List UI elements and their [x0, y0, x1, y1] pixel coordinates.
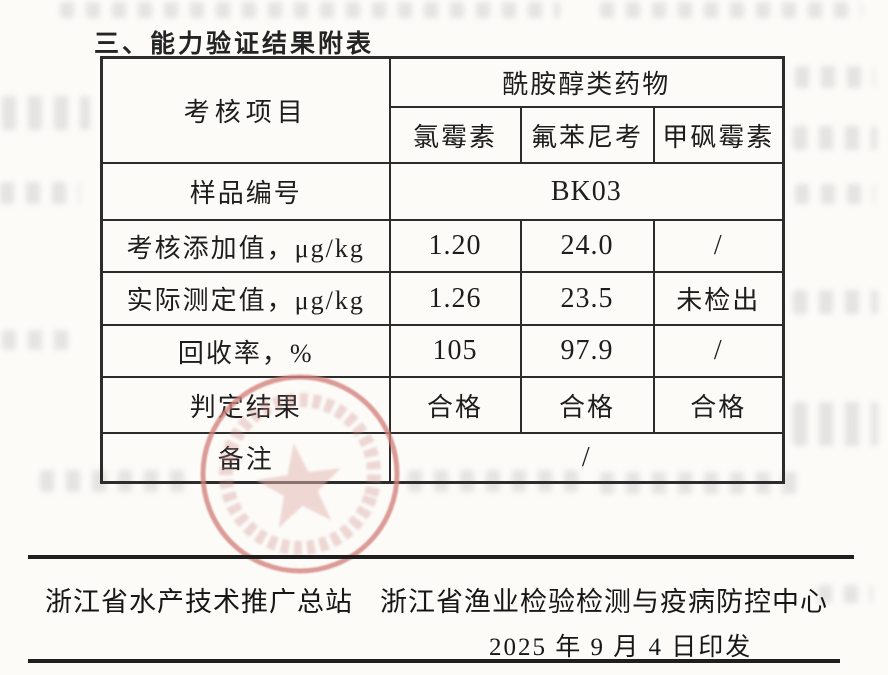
row-label-spiked-value: 考核添加值，μg/kg — [100, 219, 391, 273]
spiked-value-thiamphenicol: / — [652, 219, 785, 273]
measured-value-thiamphenicol: 未检出 — [652, 271, 785, 326]
bleed-through-smudge — [2, 330, 80, 350]
recovery-florfenicol: 97.9 — [519, 324, 655, 378]
bleed-through-smudge — [0, 182, 80, 204]
page-title: 三、能力验证结果附表 — [94, 29, 375, 58]
row-label-measured-value: 实际测定值，μg/kg — [100, 271, 391, 326]
drug-group-header-cell: 酰胺醇类药物 — [388, 56, 785, 108]
judgement-florfenicol: 合格 — [519, 376, 655, 434]
table-row-measured-value: 实际测定值，μg/kg 1.26 23.5 未检出 — [100, 271, 785, 326]
table-row-recovery-rate: 回收率，% 105 97.9 / — [100, 324, 785, 378]
sample-id-value: BK03 — [388, 162, 785, 221]
judgement-thiamphenicol: 合格 — [652, 376, 785, 434]
table-subheader-row: 氯霉素 氟苯尼考 甲砜霉素 — [102, 106, 785, 164]
bleed-through-smudge — [818, 585, 873, 603]
table-row-spiked-value: 考核添加值，μg/kg 1.20 24.0 / — [100, 219, 785, 273]
remarks-value: / — [388, 432, 785, 484]
issuing-organizations: 浙江省水产技术推广总站 浙江省渔业检验检测与疫病防控中心 — [45, 580, 828, 619]
bleed-through-smudge — [60, 2, 560, 18]
results-table: 考核项目 酰胺醇类药物 氯霉素 氟苯尼考 甲砜霉素 样品编号 BK03 考核添加… — [100, 56, 786, 484]
org-left: 浙江省水产技术推广总站 — [45, 587, 353, 617]
column-header-florfenicol: 氟苯尼考 — [519, 106, 655, 164]
row-label-judgement: 判定结果 — [100, 376, 391, 434]
bleed-through-smudge — [600, 2, 862, 18]
bleed-through-smudge — [793, 126, 877, 150]
bleed-through-smudge — [2, 96, 90, 130]
bleed-through-smudge — [793, 402, 878, 446]
judgement-chloramphenicol: 合格 — [388, 376, 522, 434]
table-row-sample-id: 样品编号 BK03 — [100, 162, 785, 221]
footer-top-rule — [28, 555, 854, 559]
bleed-through-smudge — [793, 290, 878, 314]
table-row-remarks: 备注 / — [100, 432, 785, 484]
spiked-value-florfenicol: 24.0 — [519, 219, 655, 273]
org-right: 浙江省渔业检验检测与疫病防控中心 — [380, 587, 828, 617]
measured-value-florfenicol: 23.5 — [519, 271, 655, 326]
table-header-row: 考核项目 酰胺醇类药物 — [100, 56, 785, 164]
bleed-through-smudge — [795, 66, 875, 88]
spiked-value-chloramphenicol: 1.20 — [388, 219, 522, 273]
corner-header-cell: 考核项目 — [100, 56, 391, 164]
row-label-sample-id: 样品编号 — [100, 162, 391, 221]
bleed-through-smudge — [795, 184, 875, 204]
column-header-thiamphenicol: 甲砜霉素 — [652, 106, 785, 164]
recovery-chloramphenicol: 105 — [388, 324, 522, 378]
measured-value-chloramphenicol: 1.26 — [388, 271, 522, 326]
row-label-remarks: 备注 — [100, 432, 391, 484]
column-header-chloramphenicol: 氯霉素 — [388, 106, 522, 164]
footer-bottom-rule — [28, 659, 840, 663]
row-label-recovery-rate: 回收率，% — [100, 324, 391, 378]
recovery-thiamphenicol: / — [652, 324, 785, 378]
table-row-judgement: 判定结果 合格 合格 合格 — [100, 376, 785, 434]
issue-date: 2025 年 9 月 4 日印发 — [489, 634, 753, 661]
